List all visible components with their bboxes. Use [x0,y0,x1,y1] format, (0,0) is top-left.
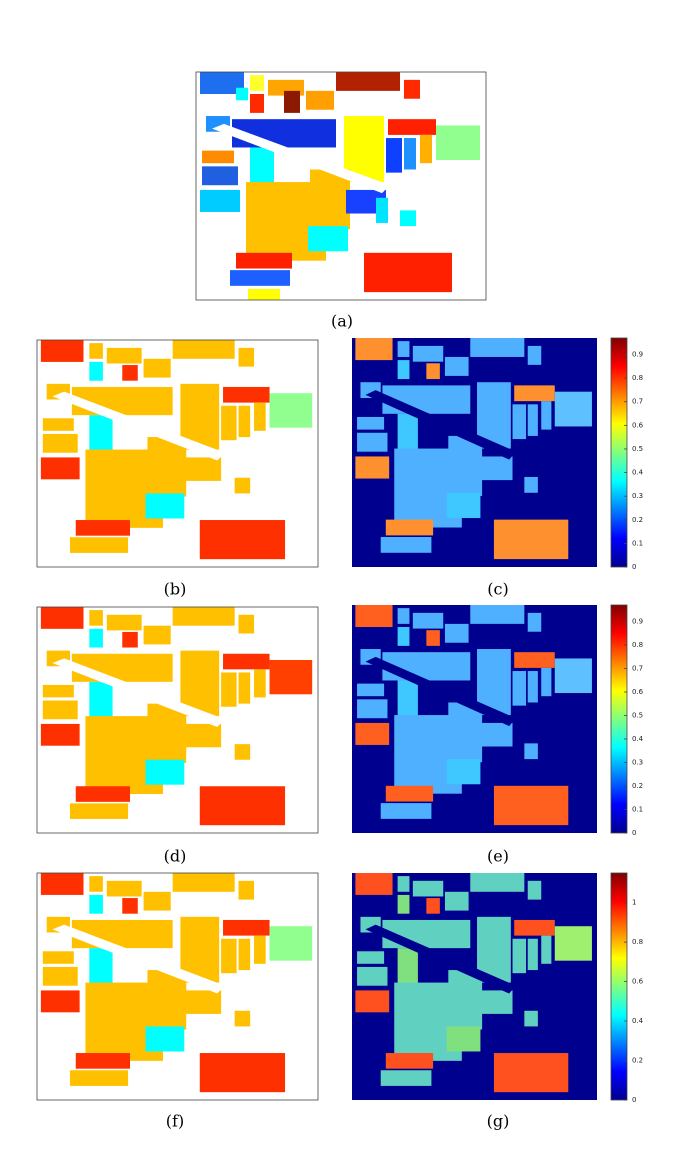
colorbar-tick-label: 0.8 [632,374,643,382]
colorbar: 0 0.1 0.2 0.3 0.4 0.5 0.6 0.7 0.8 0.9 [610,604,644,837]
classification-map [36,606,319,834]
colorbar-tick-label: 0.6 [632,421,644,429]
colorbar-tick-label: 0 [632,563,636,571]
colorbar-tick-label: 0.2 [632,1057,643,1065]
colorbar-tick-label: 0.6 [632,978,644,986]
colorbar: 0 0.1 0.2 0.3 0.4 0.5 0.6 0.7 0.8 0.9 [610,337,644,571]
heat-map [352,873,597,1100]
colorbar-tick-label: 1 [632,899,636,907]
colorbar-tick-label: 0.9 [632,617,643,625]
classification-map [36,872,319,1101]
colorbar-tick-label: 0 [632,829,636,837]
colorbar-tick-label: 0.7 [632,398,643,406]
heat-map [352,605,597,833]
colorbar-tick-label: 0.4 [632,469,644,477]
panel-label: (d) [164,847,187,866]
colorbar-tick-label: 0.7 [632,664,643,672]
colorbar-tick-label: 0.4 [632,1017,644,1025]
panel-label: (b) [164,580,187,599]
colorbar-tick-label: 0.1 [632,805,643,813]
colorbar-tick-label: 0.5 [632,711,643,719]
colorbar-scale [610,604,628,834]
colorbar-tick-label: 0.9 [632,351,643,359]
colorbar-tick-label: 0.1 [632,539,643,547]
colorbar-tick-label: 0.2 [632,782,643,790]
colorbar-tick-label: 0.3 [632,492,643,500]
panel-label: (c) [487,580,508,599]
panel-label: (g) [487,1112,510,1131]
colorbar-tick-label: 0.3 [632,758,643,766]
colorbar-tick-label: 0 [632,1096,636,1104]
colorbar-scale [610,337,628,568]
colorbar-tick-label: 0.2 [632,516,643,524]
colorbar-tick-label: 0.8 [632,641,643,649]
colorbar-tick-label: 0.5 [632,445,643,453]
panel-label: (e) [487,847,509,866]
colorbar-tick-label: 0.8 [632,938,643,946]
classification-map [36,339,319,568]
colorbar-scale [610,872,628,1101]
ground-truth-map [195,71,487,301]
panel-label: (f) [166,1112,184,1131]
colorbar-tick-label: 0.4 [632,735,644,743]
colorbar: 0 0.2 0.4 0.6 0.8 1 [610,872,644,1104]
heat-map [352,338,597,567]
panel-label: (a) [331,312,353,331]
colorbar-tick-label: 0.6 [632,688,644,696]
